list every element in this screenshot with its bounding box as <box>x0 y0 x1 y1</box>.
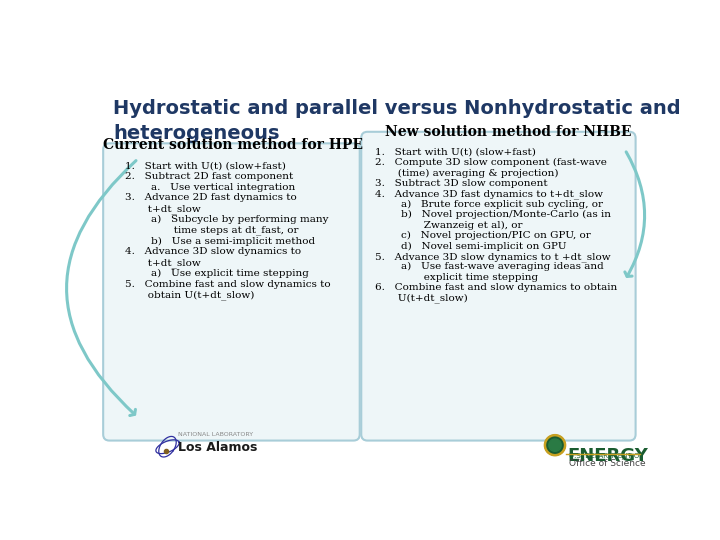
Text: NATIONAL LABORATORY: NATIONAL LABORATORY <box>179 432 253 437</box>
Text: 4.   Advance 3D fast dynamics to t+dt_slow: 4. Advance 3D fast dynamics to t+dt_slow <box>375 190 603 199</box>
Circle shape <box>545 435 565 455</box>
Text: 6.   Combine fast and slow dynamics to obtain: 6. Combine fast and slow dynamics to obt… <box>375 283 618 292</box>
Text: t+dt_slow: t+dt_slow <box>125 204 201 214</box>
Text: b)   Novel projection/Monte-Carlo (as in: b) Novel projection/Monte-Carlo (as in <box>375 211 611 219</box>
Text: 1.   Start with U(t) (slow+fast): 1. Start with U(t) (slow+fast) <box>125 161 286 170</box>
Text: New solution method for NHBE: New solution method for NHBE <box>385 125 631 139</box>
Text: Hydrostatic and parallel versus Nonhydrostatic and
heterogeneous: Hydrostatic and parallel versus Nonhydro… <box>113 99 681 144</box>
Text: Los Alamos: Los Alamos <box>178 441 257 454</box>
Text: a.   Use vertical integration: a. Use vertical integration <box>125 183 295 192</box>
Text: t+dt_slow: t+dt_slow <box>125 258 201 268</box>
FancyBboxPatch shape <box>103 143 360 441</box>
Text: a)   Use fast-wave averaging ideas and: a) Use fast-wave averaging ideas and <box>375 262 604 272</box>
Text: Current solution method for HPE: Current solution method for HPE <box>104 138 364 152</box>
FancyBboxPatch shape <box>361 132 636 441</box>
Text: U(t+dt_slow): U(t+dt_slow) <box>375 294 468 303</box>
Text: a)   Use explicit time stepping: a) Use explicit time stepping <box>125 269 309 278</box>
Text: 3.   Subtract 3D slow component: 3. Subtract 3D slow component <box>375 179 548 188</box>
Text: a)   Subcycle by performing many: a) Subcycle by performing many <box>125 215 328 224</box>
Text: b)   Use a semi-implicit method: b) Use a semi-implicit method <box>125 237 315 246</box>
Text: 2.   Subtract 2D fast component: 2. Subtract 2D fast component <box>125 172 293 181</box>
Text: U.S. DEPARTMENT OF: U.S. DEPARTMENT OF <box>569 453 643 459</box>
Text: ENERGY: ENERGY <box>567 448 648 465</box>
Text: time steps at dt_fast, or: time steps at dt_fast, or <box>125 226 298 235</box>
Text: 3.   Advance 2D fast dynamics to: 3. Advance 2D fast dynamics to <box>125 193 297 202</box>
Text: 2.   Compute 3D slow component (fast-wave: 2. Compute 3D slow component (fast-wave <box>375 158 607 167</box>
Circle shape <box>549 439 561 451</box>
Text: (time) averaging & projection): (time) averaging & projection) <box>375 168 559 178</box>
Text: 5.   Combine fast and slow dynamics to: 5. Combine fast and slow dynamics to <box>125 280 330 288</box>
Text: 4.   Advance 3D slow dynamics to: 4. Advance 3D slow dynamics to <box>125 247 301 256</box>
Text: d)   Novel semi-implicit on GPU: d) Novel semi-implicit on GPU <box>375 241 567 251</box>
Text: c)   Novel projection/PIC on GPU, or: c) Novel projection/PIC on GPU, or <box>375 231 591 240</box>
Text: a)   Brute force explicit sub cycling, or: a) Brute force explicit sub cycling, or <box>375 200 603 209</box>
Text: Office of Science: Office of Science <box>569 459 646 468</box>
Text: obtain U(t+dt_slow): obtain U(t+dt_slow) <box>125 291 254 300</box>
Text: Zwanzeig et al), or: Zwanzeig et al), or <box>375 221 523 230</box>
Text: 1.   Start with U(t) (slow+fast): 1. Start with U(t) (slow+fast) <box>375 148 536 157</box>
Text: 5.   Advance 3D slow dynamics to t +dt_slow: 5. Advance 3D slow dynamics to t +dt_slo… <box>375 252 611 261</box>
Text: explicit time stepping: explicit time stepping <box>375 273 539 282</box>
